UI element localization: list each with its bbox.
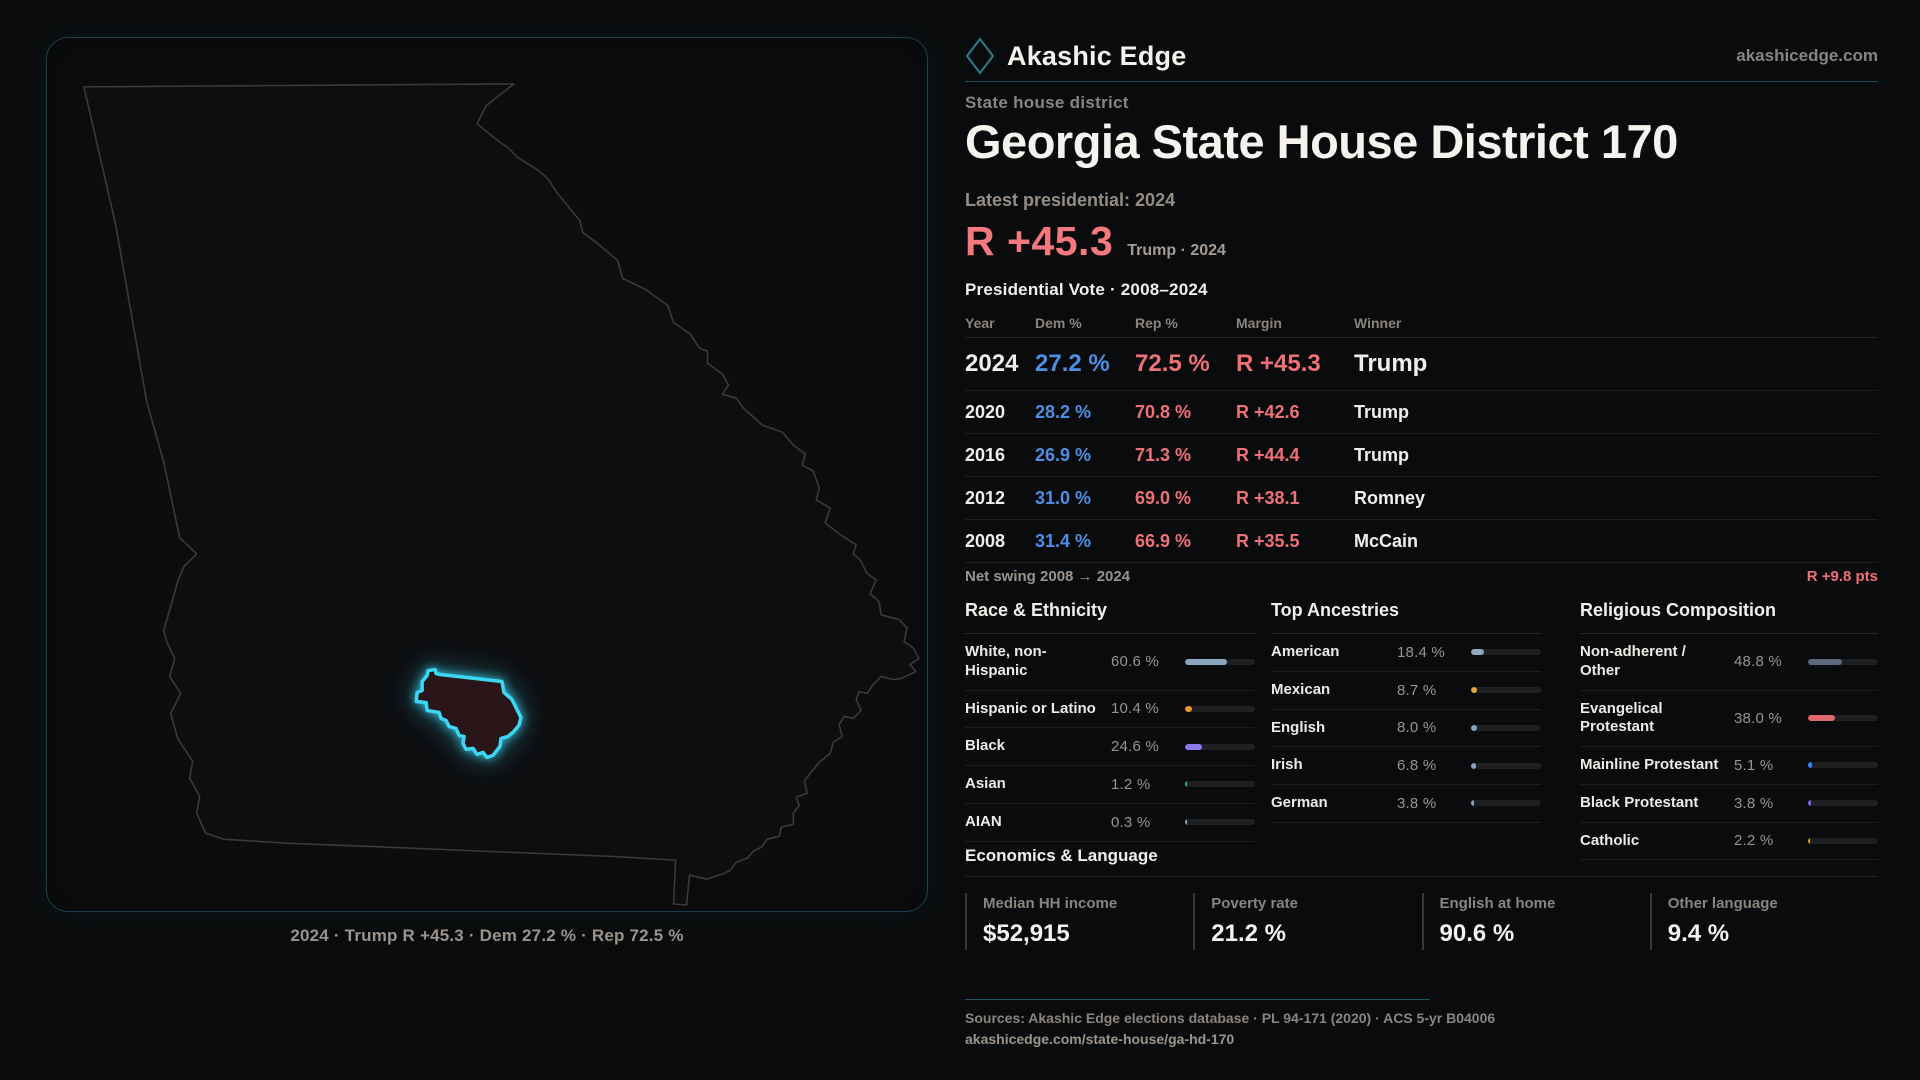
list-item: Irish 6.8 % <box>1271 747 1541 785</box>
stat-bar <box>1808 837 1878 844</box>
list-item: German 3.8 % <box>1271 785 1541 823</box>
stat-card-english-at-home: English at home 90.6 % <box>1421 893 1650 950</box>
district-type-eyebrow: State house district <box>965 93 1129 112</box>
stat-bar <box>1808 715 1878 722</box>
list-item: Asian 1.2 % <box>965 766 1255 804</box>
table-header-row: Year Dem % Rep % Margin Winner <box>965 308 1878 338</box>
col-dem: Dem % <box>1035 314 1082 331</box>
list-item: English 8.0 % <box>1271 710 1541 748</box>
brand-domain-link[interactable]: akashicedge.com <box>1736 46 1878 65</box>
net-swing-label: Net swing 2008 → 2024 <box>965 568 1131 585</box>
list-item: AIAN 0.3 % <box>965 804 1255 842</box>
stat-card-poverty-rate: Poverty rate 21.2 % <box>1193 893 1421 950</box>
race-ethnicity-section: Race & Ethnicity White, non-Hispanic 60.… <box>965 600 1255 842</box>
net-swing-value: R +9.8 pts <box>1806 568 1878 585</box>
page-title: Georgia State House District 170 <box>965 115 1678 168</box>
diamond-logo-icon <box>965 37 995 75</box>
stat-bar <box>1808 800 1878 807</box>
district-170-shape[interactable] <box>414 667 523 760</box>
table-row: 2020 28.2 % 70.8 % R +42.6 Trump <box>965 391 1878 434</box>
col-winner: Winner <box>1354 314 1402 331</box>
list-item: Black Protestant 3.8 % <box>1580 785 1878 823</box>
georgia-map <box>83 83 920 906</box>
list-item: Mexican 8.7 % <box>1271 672 1541 710</box>
list-item: White, non-Hispanic 60.6 % <box>965 634 1255 691</box>
economics-section-title: Economics & Language <box>965 846 1158 865</box>
sources-text: Sources: Akashic Edge elections database… <box>965 1010 1496 1026</box>
list-item: Mainline Protestant 5.1 % <box>1580 747 1878 785</box>
table-row: 2012 31.0 % 69.0 % R +38.1 Romney <box>965 477 1878 520</box>
stat-bar <box>1185 705 1255 712</box>
list-item: Evangelical Protestant 38.0 % <box>1580 691 1878 747</box>
economics-stat-cards: Median HH income $52,915 Poverty rate 21… <box>965 893 1878 950</box>
header-divider <box>965 81 1878 82</box>
list-item: Black 24.6 % <box>965 728 1255 766</box>
margin-value: R +45.3 <box>965 218 1114 264</box>
table-row: 2008 31.4 % 66.9 % R +35.5 McCain <box>965 520 1878 563</box>
stat-bar <box>1471 800 1541 807</box>
ancestries-section: Top Ancestries American 18.4 % Mexican 8… <box>1271 600 1541 823</box>
vote-table-title: Presidential Vote · 2008–2024 <box>965 280 1208 299</box>
brand-name: Akashic Edge <box>1007 40 1187 71</box>
stat-bar <box>1185 658 1255 665</box>
race-section-title: Race & Ethnicity <box>965 600 1255 634</box>
stat-bar <box>1471 687 1541 694</box>
stat-bar <box>1185 743 1255 750</box>
stat-card-median-income: Median HH income $52,915 <box>965 893 1193 950</box>
ancestries-section-title: Top Ancestries <box>1271 600 1541 634</box>
net-swing-row: Net swing 2008 → 2024 R +9.8 pts <box>965 568 1878 585</box>
stat-bar <box>1471 724 1541 731</box>
stat-bar <box>1471 762 1541 769</box>
stat-bar <box>1808 762 1878 769</box>
stat-bar <box>1808 658 1878 665</box>
brand-header: Akashic Edge akashicedge.com <box>965 36 1878 76</box>
col-margin: Margin <box>1236 314 1282 331</box>
religion-section-title: Religious Composition <box>1580 600 1878 634</box>
latest-presidential-label: Latest presidential: 2024 <box>965 190 1176 210</box>
headline-margin: R +45.3 Trump · 2024 <box>965 218 1226 265</box>
map-caption: 2024 · Trump R +45.3 · Dem 27.2 % · Rep … <box>290 926 684 945</box>
georgia-state-outline <box>83 83 920 906</box>
footer-divider <box>965 999 1430 1000</box>
table-row: 2016 26.9 % 71.3 % R +44.4 Trump <box>965 434 1878 477</box>
stat-card-other-language: Other language 9.4 % <box>1649 893 1878 950</box>
list-item: Non-adherent / Other 48.8 % <box>1580 634 1878 691</box>
table-row: 2024 27.2 % 72.5 % R +45.3 Trump <box>965 338 1878 391</box>
district-map-panel <box>46 37 928 912</box>
economics-divider <box>965 876 1878 877</box>
religion-section: Religious Composition Non-adherent / Oth… <box>1580 600 1878 861</box>
margin-context: Trump · 2024 <box>1127 242 1226 259</box>
stat-bar <box>1471 649 1541 656</box>
list-item: Catholic 2.2 % <box>1580 823 1878 861</box>
stat-bar <box>1185 819 1255 826</box>
list-item: American 18.4 % <box>1271 634 1541 672</box>
permalink-url[interactable]: akashicedge.com/state-house/ga-hd-170 <box>965 1031 1235 1047</box>
col-year: Year <box>965 314 995 331</box>
stat-bar <box>1185 781 1255 788</box>
list-item: Hispanic or Latino 10.4 % <box>965 691 1255 729</box>
presidential-vote-table: Year Dem % Rep % Margin Winner 2024 27.2… <box>965 308 1878 563</box>
col-rep: Rep % <box>1135 314 1178 331</box>
